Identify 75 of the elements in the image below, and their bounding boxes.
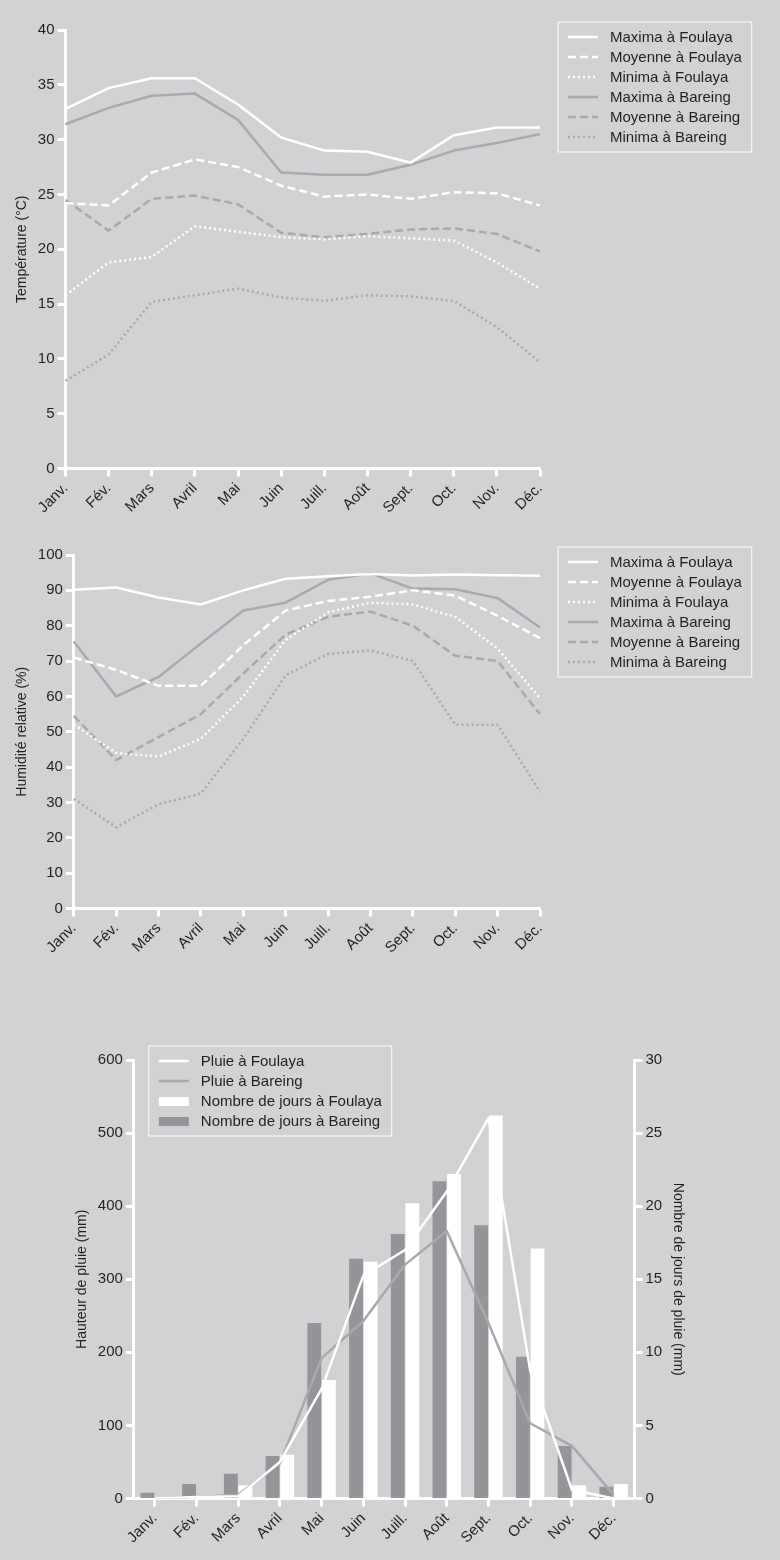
y-tick-label: 50 — [46, 721, 63, 739]
y2-tick-label: 15 — [645, 1269, 663, 1287]
x-tick-label: Juin — [254, 478, 287, 511]
y-tick-label: 30 — [46, 792, 63, 810]
legend-label: Moyenne à Foulaya — [610, 573, 743, 591]
legend-label: Moyenne à Bareing — [610, 108, 741, 126]
x-tick-label: Nov. — [469, 918, 503, 952]
legend-label: Nombre de jours à Bareing — [200, 1112, 381, 1130]
y-tick-label: 90 — [46, 580, 63, 598]
y-tick-label: 80 — [46, 615, 63, 633]
legend-label: Maxima à Foulaya — [610, 28, 734, 46]
y-tick-label: 10 — [46, 863, 63, 881]
x-tick-label: Mai — [219, 918, 249, 949]
y2-tick-label: 20 — [645, 1196, 663, 1214]
legend-label: Minima à Foulaya — [610, 593, 730, 611]
y-tick-label: 0 — [54, 898, 63, 916]
y-tick-label: 600 — [97, 1050, 123, 1068]
y2-axis-title: Nombre de jours de pluie (mm) — [670, 1182, 687, 1376]
y-tick-label: 100 — [37, 545, 63, 563]
legend-label: Minima à Foulaya — [610, 68, 730, 86]
x-tick-label: Déc. — [511, 478, 546, 513]
x-tick-label: Déc. — [584, 1508, 619, 1543]
y2-tick-label: 0 — [645, 1488, 654, 1506]
x-tick-label: Mai — [213, 478, 244, 509]
y-tick-label: 15 — [37, 294, 55, 312]
legend-label: Pluie à Foulaya — [200, 1052, 305, 1070]
y-tick-label: 70 — [46, 651, 63, 669]
legend-label: Nombre de jours à Foulaya — [200, 1092, 383, 1110]
x-tick-label: Juin — [259, 918, 291, 951]
y-tick-label: 30 — [37, 129, 55, 147]
x-tick-label: Oct. — [427, 478, 459, 511]
y-tick-label: 60 — [46, 686, 63, 704]
legend-label: Maxima à Bareing — [610, 88, 731, 106]
x-tick-label: Déc. — [511, 918, 546, 953]
y-tick-label: 200 — [97, 1342, 123, 1360]
legend-label: Pluie à Bareing — [200, 1072, 303, 1090]
y-tick-label: 400 — [97, 1196, 123, 1214]
y-axis-title: Hauteur de pluie (mm) — [73, 1209, 90, 1349]
y-tick-label: 35 — [37, 74, 55, 92]
legend-label: Maxima à Bareing — [610, 613, 731, 631]
y-axis-title: Humidité relative (%) — [13, 666, 30, 797]
x-tick-label: Fév. — [89, 918, 122, 951]
y-tick-label: 40 — [37, 20, 55, 38]
y-tick-label: 20 — [37, 239, 55, 257]
x-tick-label: Oct. — [428, 918, 461, 951]
y-tick-label: 300 — [97, 1269, 123, 1287]
x-tick-label: Oct. — [503, 1508, 536, 1541]
x-tick-label: Nov. — [543, 1508, 577, 1542]
y-tick-label: 0 — [46, 458, 55, 476]
x-tick-label: Juill. — [296, 478, 330, 513]
y-tick-label: 0 — [114, 1488, 123, 1506]
x-tick-label: Fév. — [169, 1508, 202, 1541]
y2-tick-label: 10 — [645, 1342, 663, 1360]
y-tick-label: 10 — [37, 349, 55, 367]
y-tick-label: 5 — [46, 403, 55, 421]
x-tick-label: Juill. — [376, 1508, 411, 1543]
y-tick-label: 40 — [46, 757, 63, 775]
x-tick-label: Nov. — [468, 478, 502, 512]
y-axis-title: Température (°C) — [13, 195, 30, 304]
y2-tick-label: 30 — [645, 1050, 663, 1068]
legend-label: Maxima à Foulaya — [610, 553, 734, 571]
x-tick-label: Juin — [336, 1508, 369, 1541]
y2-tick-label: 25 — [645, 1123, 663, 1141]
y2-tick-label: 5 — [645, 1415, 654, 1433]
y-tick-label: 25 — [37, 184, 55, 202]
legend-label: Minima à Bareing — [610, 653, 727, 671]
x-tick-label: Fév. — [81, 478, 114, 511]
legend-label: Minima à Bareing — [610, 128, 727, 146]
x-tick-label: Juill. — [299, 918, 334, 953]
y-tick-label: 100 — [97, 1415, 123, 1433]
legend-label: Moyenne à Bareing — [610, 633, 741, 651]
y-tick-label: 20 — [46, 827, 63, 845]
legend-label: Moyenne à Foulaya — [610, 48, 743, 66]
y-tick-label: 500 — [97, 1123, 123, 1141]
x-tick-label: Mai — [297, 1508, 327, 1539]
